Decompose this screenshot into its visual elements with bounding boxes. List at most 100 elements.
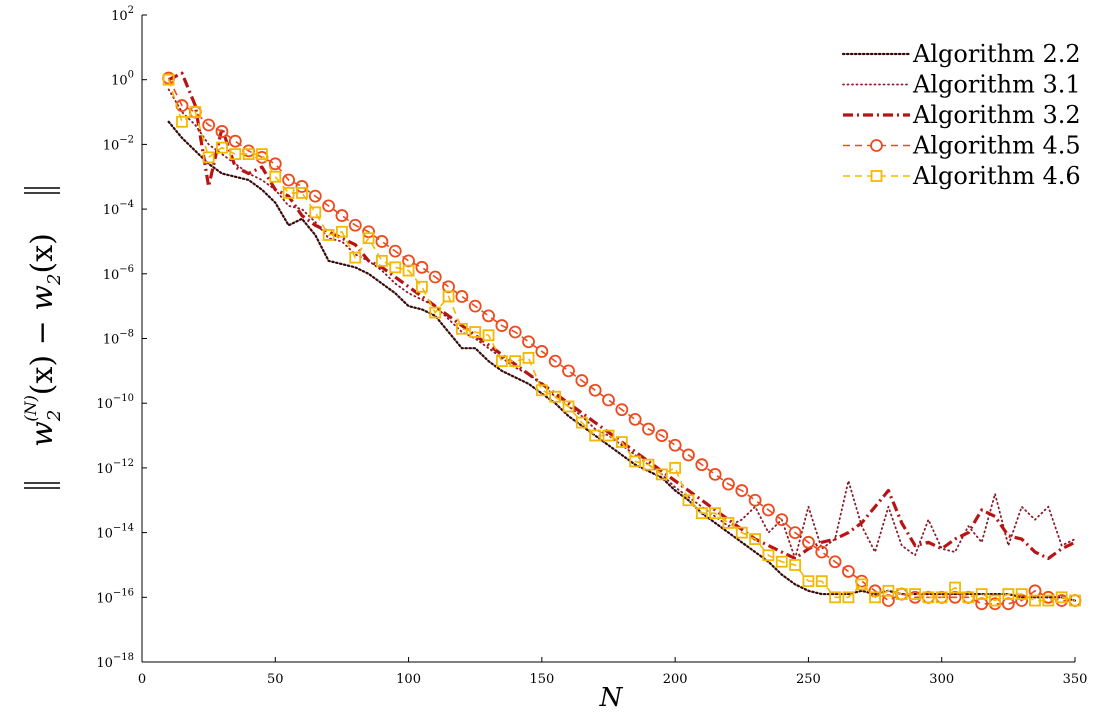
data-point [788, 526, 802, 539]
data-point [508, 325, 522, 339]
data-point [256, 148, 268, 161]
legend-entry: Algorithm 4.5 [843, 132, 1081, 160]
series-line [167, 88, 1076, 560]
y-tick-base: 10 [96, 591, 113, 606]
data-point [428, 270, 442, 284]
data-point [682, 448, 695, 462]
data-point [722, 477, 735, 491]
data-point [962, 591, 975, 604]
legend-entry: Algorithm 3.1 [842, 71, 1081, 99]
data-point [309, 206, 322, 219]
data-point [642, 458, 655, 471]
x-tick-label: 200 [663, 672, 688, 687]
y-tick-exponent: −18 [113, 652, 134, 663]
y-tick-base: 10 [103, 138, 120, 153]
y-tick-exponent: −16 [113, 587, 134, 598]
data-point [455, 290, 469, 303]
data-point [509, 355, 522, 368]
data-point [869, 591, 881, 604]
legend-marker [870, 170, 883, 182]
x-tick-label: 50 [267, 672, 284, 687]
data-point [909, 588, 921, 600]
data-point [829, 591, 841, 604]
data-point [389, 261, 402, 274]
data-point [216, 141, 228, 154]
data-point [482, 329, 495, 342]
x-tick-label: 300 [929, 672, 954, 687]
data-point [522, 352, 535, 364]
data-point [922, 591, 935, 604]
data-point [335, 209, 349, 222]
data-point [322, 229, 335, 241]
data-point [455, 322, 468, 335]
data-point [376, 254, 388, 267]
data-point [336, 225, 348, 238]
x-tick-label: 0 [138, 672, 146, 687]
y-tick-label: 10−2 [103, 134, 134, 153]
y-tick-label: 10−10 [96, 393, 134, 412]
data-point [789, 559, 801, 571]
y-tick-base: 10 [111, 9, 128, 24]
data-point [575, 374, 589, 387]
data-point [815, 545, 829, 559]
y-tick-label: 10−8 [103, 329, 134, 348]
data-point [362, 232, 375, 245]
y-tick-exponent: −10 [113, 393, 134, 404]
y-tick-label: 10−12 [96, 458, 134, 477]
data-point [229, 148, 242, 161]
data-point [348, 218, 362, 232]
series-line [167, 77, 1075, 605]
y-tick-base: 10 [103, 333, 120, 348]
y-tick-label: 10−18 [96, 652, 134, 671]
data-point [202, 151, 215, 164]
data-point [842, 565, 855, 578]
y-tick-base: 10 [96, 656, 113, 671]
data-point [669, 461, 682, 474]
y-tick-label: 100 [111, 70, 134, 89]
series-layer [162, 71, 1082, 611]
data-point [189, 106, 202, 118]
x-axis-ticks: 0 50 100 150 200 250 300 350 [138, 657, 1087, 687]
data-point [176, 115, 188, 128]
data-point [1029, 594, 1041, 607]
data-point [855, 578, 868, 591]
data-point [762, 503, 775, 517]
data-point [695, 458, 709, 472]
data-point [642, 422, 655, 436]
y-tick-base: 10 [96, 527, 113, 542]
data-point [735, 484, 749, 497]
data-point [695, 507, 708, 520]
data-point [308, 189, 322, 203]
y-tick-exponent: −4 [119, 199, 134, 210]
series-4 [162, 73, 1081, 607]
y-tick-base: 10 [96, 462, 113, 477]
data-point [762, 549, 775, 562]
x-tick-label: 100 [396, 672, 421, 687]
x-tick-label: 250 [796, 672, 821, 687]
data-point [615, 436, 628, 448]
data-point [1055, 591, 1068, 604]
y-tick-label: 10−4 [103, 199, 134, 218]
data-point [802, 575, 815, 588]
data-point [429, 306, 442, 319]
data-point [1042, 594, 1055, 607]
data-point [535, 384, 548, 397]
y-tick-label: 10−6 [103, 264, 134, 283]
data-point [935, 591, 948, 604]
data-point [375, 235, 389, 248]
data-point [655, 429, 669, 442]
data-point [162, 73, 175, 86]
data-point [682, 494, 695, 507]
legend-label: Algorithm 4.5 [912, 132, 1081, 160]
data-point [602, 393, 615, 407]
y-tick-base: 10 [111, 74, 128, 89]
data-point [588, 383, 602, 397]
y-tick-exponent: −8 [119, 329, 134, 340]
data-point [362, 225, 375, 239]
data-point [655, 468, 668, 481]
series-1 [167, 88, 1076, 560]
y-tick-label: 10−16 [96, 587, 134, 606]
y-tick-exponent: −12 [113, 458, 134, 469]
data-point [815, 575, 828, 588]
data-point [575, 416, 588, 429]
